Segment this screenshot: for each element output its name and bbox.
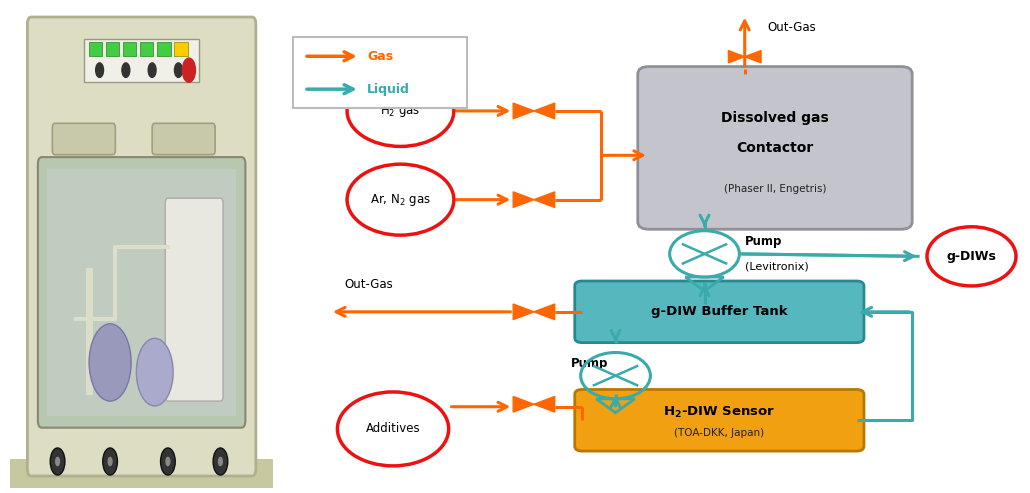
Circle shape — [213, 448, 228, 475]
Circle shape — [161, 448, 175, 475]
FancyBboxPatch shape — [575, 389, 864, 451]
Polygon shape — [745, 51, 761, 63]
Circle shape — [217, 457, 224, 466]
FancyBboxPatch shape — [575, 281, 864, 343]
FancyBboxPatch shape — [38, 157, 245, 428]
Circle shape — [107, 457, 112, 466]
Polygon shape — [728, 51, 745, 63]
Text: Contactor: Contactor — [736, 141, 814, 155]
FancyBboxPatch shape — [28, 17, 255, 476]
Text: $\mathregular{H_2}$ gas: $\mathregular{H_2}$ gas — [380, 103, 420, 119]
FancyBboxPatch shape — [293, 37, 468, 108]
Text: Out-Gas: Out-Gas — [345, 278, 393, 291]
Polygon shape — [534, 396, 555, 412]
Circle shape — [165, 457, 171, 466]
Text: Dissolved gas: Dissolved gas — [721, 111, 829, 125]
Polygon shape — [534, 304, 555, 319]
Circle shape — [122, 63, 130, 77]
Text: Gas: Gas — [367, 50, 393, 63]
Bar — [10, 459, 273, 488]
Circle shape — [136, 338, 173, 406]
Bar — [106, 42, 119, 56]
Polygon shape — [513, 304, 534, 319]
Polygon shape — [534, 192, 555, 208]
Circle shape — [50, 448, 65, 475]
Polygon shape — [513, 192, 534, 208]
Text: $\mathregular{H_2}$-DIW Sensor: $\mathregular{H_2}$-DIW Sensor — [663, 405, 776, 420]
Circle shape — [174, 63, 182, 77]
Circle shape — [96, 63, 104, 77]
Circle shape — [148, 63, 157, 77]
Bar — [124, 42, 136, 56]
Text: (TOA-DKK, Japan): (TOA-DKK, Japan) — [675, 428, 764, 438]
FancyBboxPatch shape — [152, 123, 215, 155]
FancyBboxPatch shape — [53, 123, 115, 155]
Circle shape — [182, 58, 196, 82]
Text: Pump: Pump — [571, 357, 608, 370]
Circle shape — [103, 448, 117, 475]
Polygon shape — [534, 103, 555, 119]
Polygon shape — [513, 396, 534, 412]
Circle shape — [89, 324, 131, 401]
Bar — [89, 42, 102, 56]
Text: g-DIW Buffer Tank: g-DIW Buffer Tank — [651, 305, 788, 318]
Text: Ar, $\mathregular{N_2}$ gas: Ar, $\mathregular{N_2}$ gas — [370, 192, 431, 208]
Text: Liquid: Liquid — [367, 83, 410, 96]
Text: Out-Gas: Out-Gas — [767, 21, 816, 34]
Bar — [158, 42, 171, 56]
Text: (Phaser II, Engetris): (Phaser II, Engetris) — [724, 184, 826, 194]
Text: g-DIWs: g-DIWs — [947, 250, 996, 263]
Bar — [174, 42, 187, 56]
Bar — [140, 42, 153, 56]
FancyBboxPatch shape — [638, 67, 913, 229]
FancyBboxPatch shape — [165, 198, 224, 401]
FancyBboxPatch shape — [83, 39, 200, 82]
Text: Pump: Pump — [746, 235, 783, 248]
Text: (Levitronix): (Levitronix) — [746, 261, 809, 271]
FancyBboxPatch shape — [47, 169, 236, 416]
Polygon shape — [513, 103, 534, 119]
Circle shape — [55, 457, 60, 466]
Text: Additives: Additives — [366, 423, 420, 435]
